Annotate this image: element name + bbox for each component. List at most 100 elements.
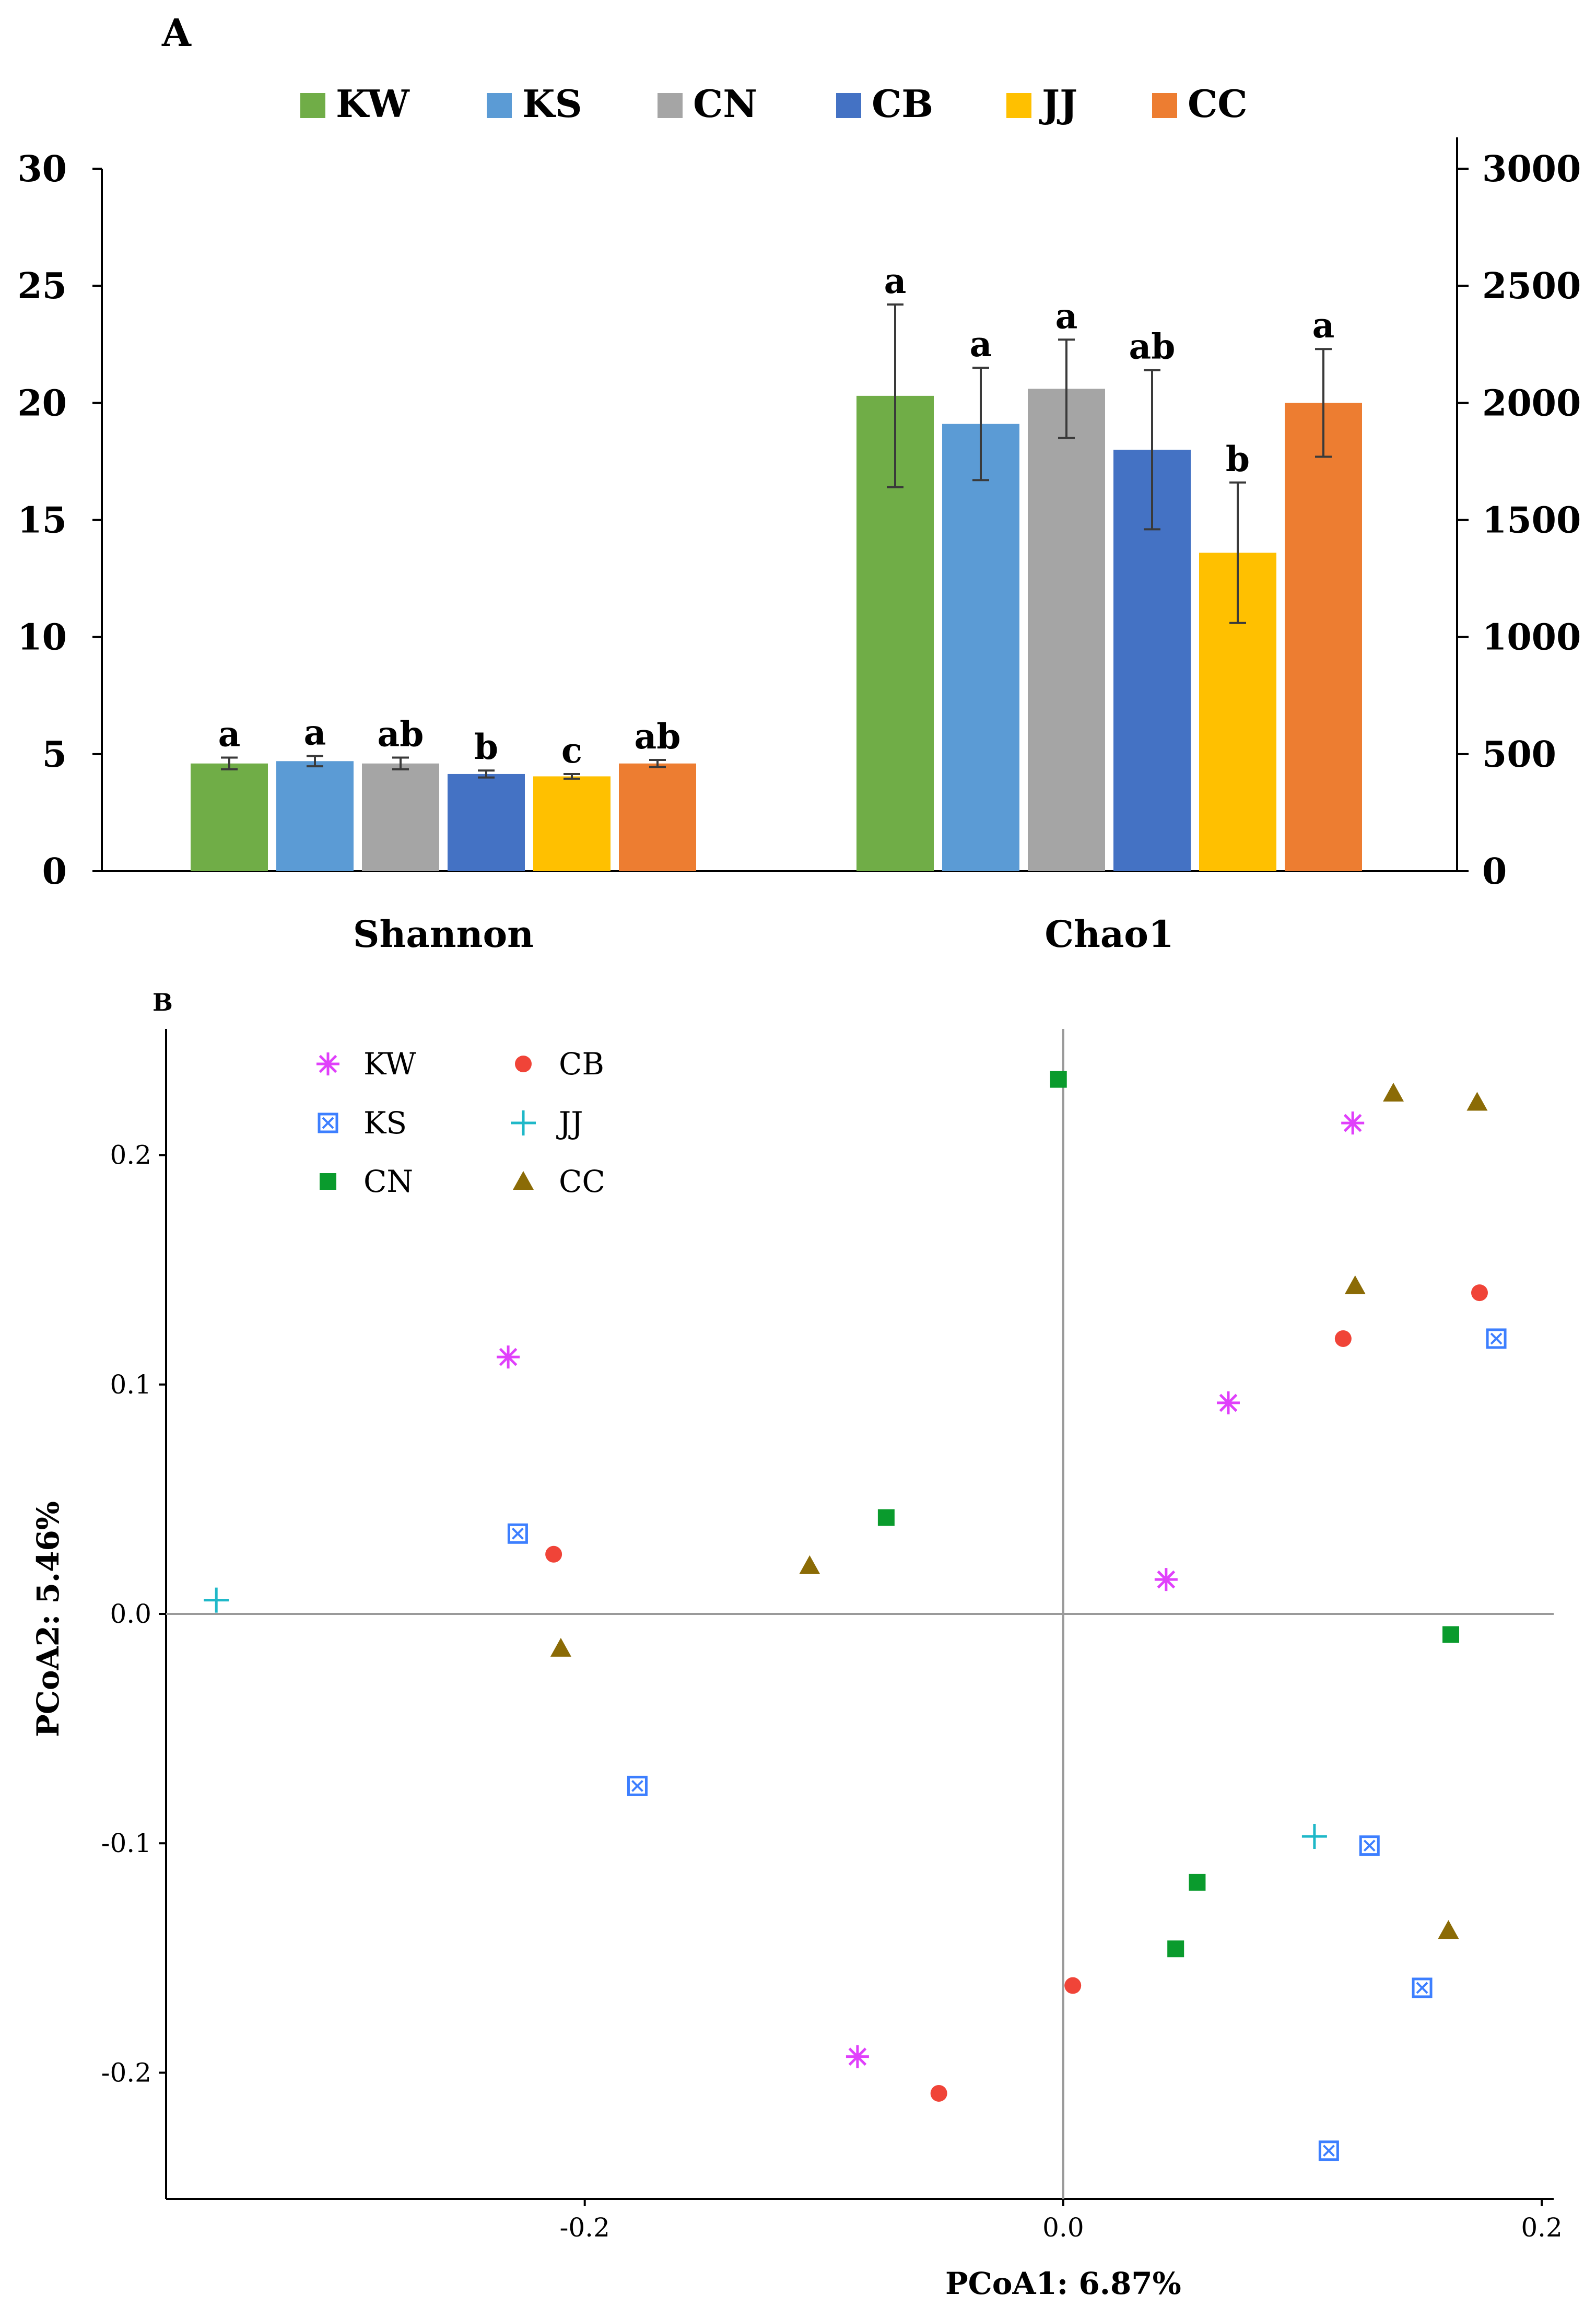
category-label: Shannon	[353, 912, 534, 956]
right-tick-label: 0	[1482, 851, 1507, 893]
legend-label: CN	[693, 81, 757, 126]
left-tick-label: 20	[17, 382, 67, 424]
right-tick-label: 500	[1482, 734, 1556, 776]
point-ks	[1318, 2140, 1339, 2161]
right-tick-label: 3000	[1482, 148, 1581, 190]
left-tick-label: 25	[17, 265, 67, 307]
x-tick-label: 0.0	[1042, 2212, 1084, 2243]
panel-b-scatter-plot: -0.2 -0.1 0.0 0.1 0.2 -0.2 0.0 0.2 PCoA1: 6.87% P…	[30, 1029, 1563, 2301]
x-axis-label: PCoA1: 6.87%	[945, 2266, 1181, 2301]
y-axis-label: PCoA2: 5.46%	[30, 1501, 66, 1737]
left-tick-label: 5	[42, 734, 67, 776]
significance-letter: a	[1055, 296, 1078, 336]
left-tick-label: 30	[17, 148, 67, 190]
significance-letter: a	[218, 714, 241, 755]
bar	[276, 761, 354, 871]
point-cc	[1438, 1920, 1459, 1939]
legend-swatch	[658, 93, 683, 118]
right-tick-label: 2000	[1482, 382, 1581, 424]
point-ks	[507, 1523, 528, 1544]
left-tick-label: 15	[17, 500, 67, 542]
left-tick-label: 10	[17, 617, 67, 659]
point-ks	[1412, 1977, 1433, 1998]
legend-marker	[515, 1056, 532, 1072]
legend-swatch	[1152, 93, 1177, 118]
legend-label: JJ	[1039, 81, 1077, 126]
panel-b-label: B	[152, 988, 173, 1016]
legend-marker	[318, 1112, 338, 1133]
y-tick-label: 0.0	[110, 1599, 151, 1629]
legend-marker	[511, 1110, 536, 1135]
bar	[1285, 403, 1362, 871]
point-cb	[1334, 1330, 1352, 1347]
point-cn	[1167, 1940, 1184, 1958]
legend-label: KS	[363, 1105, 407, 1141]
y-tick-label: -0.2	[101, 2057, 151, 2088]
point-cb	[930, 2085, 947, 2102]
y-tick-label: 0.1	[110, 1369, 151, 1400]
bar	[448, 774, 525, 871]
significance-letter: b	[1226, 439, 1250, 479]
legend-label: JJ	[556, 1105, 583, 1141]
legend-label: KS	[522, 81, 582, 126]
point-cn	[1189, 1873, 1206, 1891]
x-tick-label: 0.2	[1521, 2212, 1563, 2243]
point-cc	[799, 1555, 820, 1574]
legend-marker	[316, 1052, 339, 1075]
point-cc	[1383, 1082, 1404, 1102]
significance-letter: a	[1312, 305, 1335, 346]
point-cn	[1442, 1626, 1460, 1643]
point-cb	[1471, 1284, 1488, 1302]
significance-letter: b	[474, 727, 498, 767]
point-ks	[1359, 1835, 1380, 1856]
legend-label: CB	[559, 1046, 604, 1082]
legend-marker	[320, 1173, 336, 1190]
legend-label: KW	[363, 1046, 416, 1082]
point-cn	[877, 1509, 895, 1526]
x-tick-label: -0.2	[559, 2212, 609, 2243]
right-tick-label: 1000	[1482, 617, 1581, 659]
legend-swatch	[836, 93, 861, 118]
point-ks	[1486, 1328, 1507, 1349]
legend-label: CC	[1188, 81, 1248, 126]
significance-letter: a	[970, 324, 992, 365]
point-cc	[1344, 1275, 1366, 1294]
point-kw	[1341, 1111, 1365, 1135]
point-cc	[1466, 1092, 1488, 1111]
point-cc	[550, 1637, 571, 1657]
significance-letter: ab	[635, 716, 681, 757]
point-kw	[846, 2045, 869, 2068]
bar	[362, 763, 439, 871]
point-ks	[627, 1775, 648, 1796]
legend-swatch	[487, 93, 512, 118]
right-tick-label: 2500	[1482, 265, 1581, 307]
point-cb	[1064, 1977, 1082, 1994]
category-label: Chao1	[1045, 912, 1173, 956]
point-jj	[204, 1587, 229, 1613]
bar	[942, 424, 1019, 871]
significance-letter: a	[304, 712, 326, 753]
y-tick-label: 0.2	[110, 1140, 151, 1170]
legend-swatch	[300, 93, 325, 118]
significance-letter: a	[884, 261, 907, 301]
bar	[533, 776, 611, 871]
significance-letter: c	[561, 730, 582, 771]
panel-a-label: A	[161, 10, 192, 55]
point-kw	[1154, 1568, 1178, 1591]
bar	[1028, 389, 1105, 871]
bar	[191, 763, 268, 871]
significance-letter: ab	[378, 714, 424, 755]
y-tick-label: -0.1	[101, 1828, 151, 1858]
right-tick-label: 1500	[1482, 500, 1581, 542]
legend-label: CC	[559, 1164, 605, 1199]
legend-label: KW	[336, 81, 410, 126]
panel-a-bar-chart: 0 5 10 15 20 25 30 0 500 1000 1500 2000 2500 3000 KW KS…	[17, 81, 1581, 956]
legend-swatch	[1006, 93, 1031, 118]
bar	[619, 763, 696, 871]
significance-letter: ab	[1129, 326, 1176, 367]
legend-marker	[513, 1171, 534, 1190]
legend-label: CN	[363, 1164, 413, 1199]
left-tick-label: 0	[42, 851, 67, 893]
